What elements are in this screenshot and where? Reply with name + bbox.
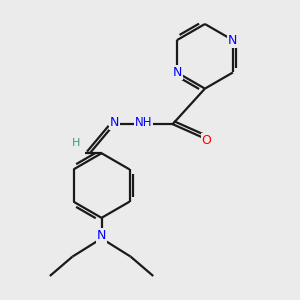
Text: N: N <box>110 116 119 129</box>
Text: H: H <box>71 138 80 148</box>
Text: NH: NH <box>135 116 152 129</box>
Text: N: N <box>172 66 182 79</box>
Text: N: N <box>97 229 106 242</box>
Text: N: N <box>228 34 238 47</box>
Text: O: O <box>202 134 212 147</box>
